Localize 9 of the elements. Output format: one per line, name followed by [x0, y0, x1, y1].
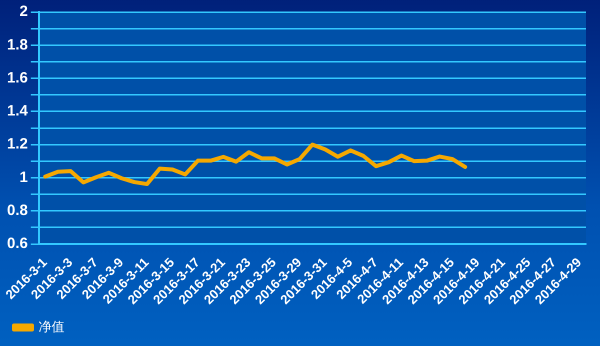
y-tick-label: 1.8 — [6, 36, 28, 54]
y-tick-label: 0.6 — [6, 235, 28, 252]
y-tick-label: 1.4 — [6, 102, 28, 120]
y-tick-label: 2 — [20, 3, 28, 20]
y-tick-label: 1.6 — [6, 69, 28, 86]
y-tick-label: 0.8 — [6, 202, 28, 220]
legend-label: 净值 — [38, 320, 64, 335]
y-tick-label: 1.2 — [6, 136, 28, 153]
y-tick-label: 1 — [20, 168, 28, 186]
